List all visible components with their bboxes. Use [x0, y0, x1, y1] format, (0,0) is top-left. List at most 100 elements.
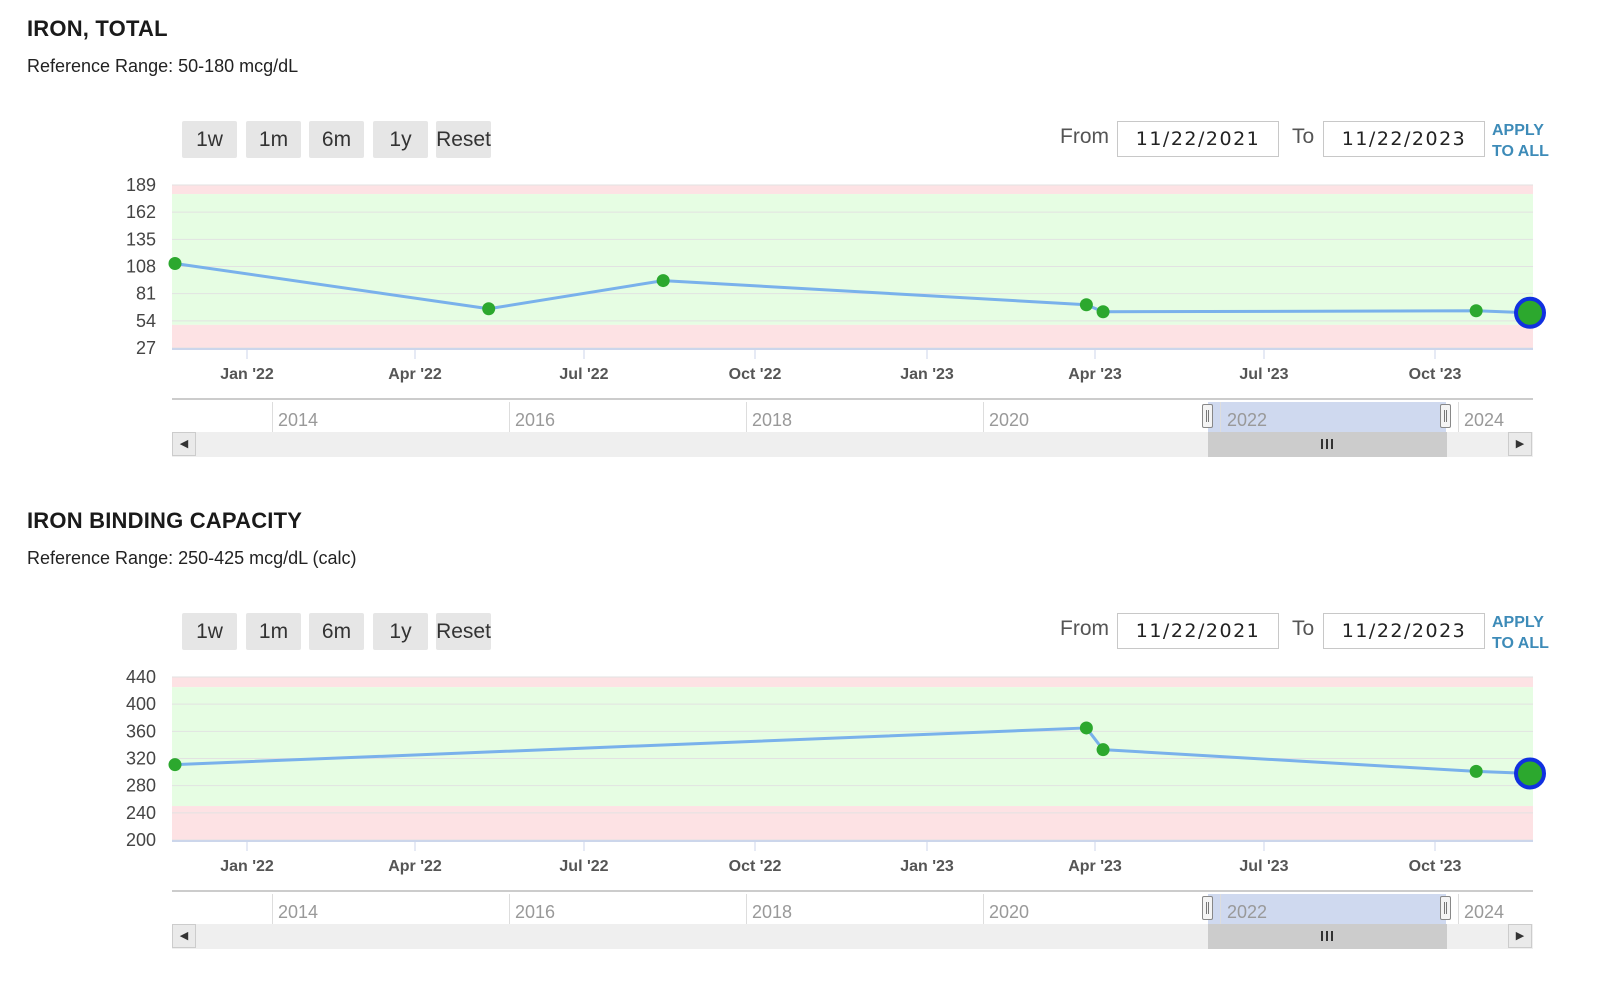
scrollbar-thumb[interactable]	[1208, 924, 1447, 949]
scrollbar[interactable]: ◀ ▶	[172, 924, 1533, 949]
data-point	[1079, 721, 1093, 735]
out-of-range-band-high	[172, 677, 1533, 688]
navigator-tick	[746, 402, 747, 433]
scrollbar[interactable]: ◀ ▶	[172, 432, 1533, 457]
data-point	[168, 758, 182, 772]
navigator-year: 2022	[1227, 410, 1268, 430]
grip-icon	[1321, 439, 1333, 449]
iron-binding-capacity-panel: IRON BINDING CAPACITY Reference Range: 2…	[0, 492, 1600, 972]
range-1w-button[interactable]: 1w	[182, 121, 237, 158]
to-label: To	[1292, 617, 1315, 640]
scroll-right-arrow-icon[interactable]: ▶	[1508, 924, 1532, 948]
navigator-selection[interactable]	[1208, 894, 1446, 925]
x-tick-label: Jul '22	[559, 858, 608, 875]
navigator-year: 2020	[989, 902, 1030, 922]
reset-button[interactable]: Reset	[436, 121, 491, 158]
from-date-input[interactable]	[1117, 121, 1279, 157]
navigator-year: 2024	[1464, 410, 1505, 430]
y-tick-label: 200	[126, 830, 156, 850]
out-of-range-band-low	[172, 806, 1533, 840]
x-tick-label: Jan '23	[900, 858, 954, 875]
data-point	[482, 302, 496, 316]
scrollbar-thumb[interactable]	[1208, 432, 1447, 457]
navigator: 2014 2016 2018 2020 2022 2024 ◀ ▶	[172, 398, 1533, 458]
data-point	[1079, 298, 1093, 312]
x-tick-label: Jul '23	[1239, 858, 1288, 875]
x-tick-label: Oct '22	[729, 366, 782, 383]
data-point	[168, 256, 182, 270]
navigator-right-handle[interactable]	[1440, 404, 1451, 428]
from-date-input[interactable]	[1117, 613, 1279, 649]
panel-title: IRON, TOTAL	[27, 16, 168, 41]
range-1w-button[interactable]: 1w	[182, 613, 237, 650]
navigator-left-handle[interactable]	[1202, 896, 1213, 920]
latest-data-point	[1514, 757, 1546, 790]
range-1y-button[interactable]: 1y	[373, 613, 428, 650]
navigator-track: 2014 2016 2018 2020 2022 2024	[172, 890, 1533, 925]
scroll-left-arrow-icon[interactable]: ◀	[172, 432, 196, 456]
navigator-tick	[983, 894, 984, 925]
navigator-tick	[272, 894, 273, 925]
x-tick-label: Apr '22	[388, 858, 442, 875]
range-6m-button[interactable]: 6m	[309, 121, 364, 158]
to-all-text: TO ALL	[1492, 143, 1549, 160]
y-tick-label: 240	[126, 803, 156, 823]
y-tick-label: 162	[126, 202, 156, 222]
reference-range: Reference Range: 50-180 mcg/dL	[27, 56, 299, 76]
x-tick-label: Apr '22	[388, 366, 442, 383]
y-tick-label: 280	[126, 776, 156, 796]
in-range-band	[172, 194, 1533, 325]
reference-range: Reference Range: 250-425 mcg/dL (calc)	[27, 548, 357, 568]
range-1m-button[interactable]: 1m	[246, 121, 301, 158]
navigator-tick	[1458, 894, 1459, 925]
apply-to-all-link[interactable]: APPLY TO ALL	[1492, 612, 1549, 654]
y-tick-label: 27	[136, 338, 156, 358]
to-date-input[interactable]	[1323, 121, 1485, 157]
navigator-tick	[1458, 402, 1459, 433]
out-of-range-band-high	[172, 185, 1533, 195]
latest-data-point	[1514, 296, 1546, 329]
x-tick-label: Jan '22	[220, 858, 274, 875]
iron-total-chart: 189 162 135 108 81 54 27 Jan '22 Apr '22 Jul '22 O…	[126, 175, 1546, 383]
navigator-year: 2016	[515, 410, 556, 430]
navigator-tick	[1220, 894, 1221, 925]
navigator-tick	[509, 894, 510, 925]
range-1m-button[interactable]: 1m	[246, 613, 301, 650]
navigator-selection[interactable]	[1208, 402, 1446, 433]
navigator-year: 2014	[278, 410, 319, 430]
panel-title: IRON BINDING CAPACITY	[27, 508, 303, 533]
y-tick-label: 440	[126, 667, 156, 687]
data-point	[1096, 305, 1110, 319]
scroll-left-arrow-icon[interactable]: ◀	[172, 924, 196, 948]
to-label: To	[1292, 125, 1315, 148]
reset-button[interactable]: Reset	[436, 613, 491, 650]
iron-binding-capacity-chart: 440 400 360 320 280 240 200 Jan '22 Apr '22 Jul '…	[126, 667, 1546, 875]
x-tick-label: Jul '22	[559, 366, 608, 383]
x-tick-label: Apr '23	[1068, 858, 1122, 875]
y-tick-label: 108	[126, 257, 156, 277]
grip-icon	[1321, 931, 1333, 941]
scroll-right-arrow-icon[interactable]: ▶	[1508, 432, 1532, 456]
navigator-left-handle[interactable]	[1202, 404, 1213, 428]
y-tick-label: 81	[136, 284, 156, 304]
range-1y-button[interactable]: 1y	[373, 121, 428, 158]
navigator-year: 2022	[1227, 902, 1268, 922]
navigator-year: 2016	[515, 902, 556, 922]
apply-text: APPLY	[1492, 614, 1544, 631]
navigator-right-handle[interactable]	[1440, 896, 1451, 920]
y-tick-label: 400	[126, 694, 156, 714]
out-of-range-band-low	[172, 324, 1533, 348]
apply-to-all-link[interactable]: APPLY TO ALL	[1492, 120, 1549, 162]
apply-text: APPLY	[1492, 122, 1544, 139]
data-point	[656, 274, 670, 288]
y-tick-label: 54	[136, 311, 156, 331]
to-date-input[interactable]	[1323, 613, 1485, 649]
range-6m-button[interactable]: 6m	[309, 613, 364, 650]
y-tick-label: 360	[126, 721, 156, 741]
data-point	[1469, 764, 1483, 778]
y-tick-label: 189	[126, 175, 156, 195]
x-tick-label: Oct '23	[1409, 366, 1462, 383]
navigator-year: 2024	[1464, 902, 1505, 922]
y-tick-label: 320	[126, 749, 156, 769]
navigator-year: 2020	[989, 410, 1030, 430]
